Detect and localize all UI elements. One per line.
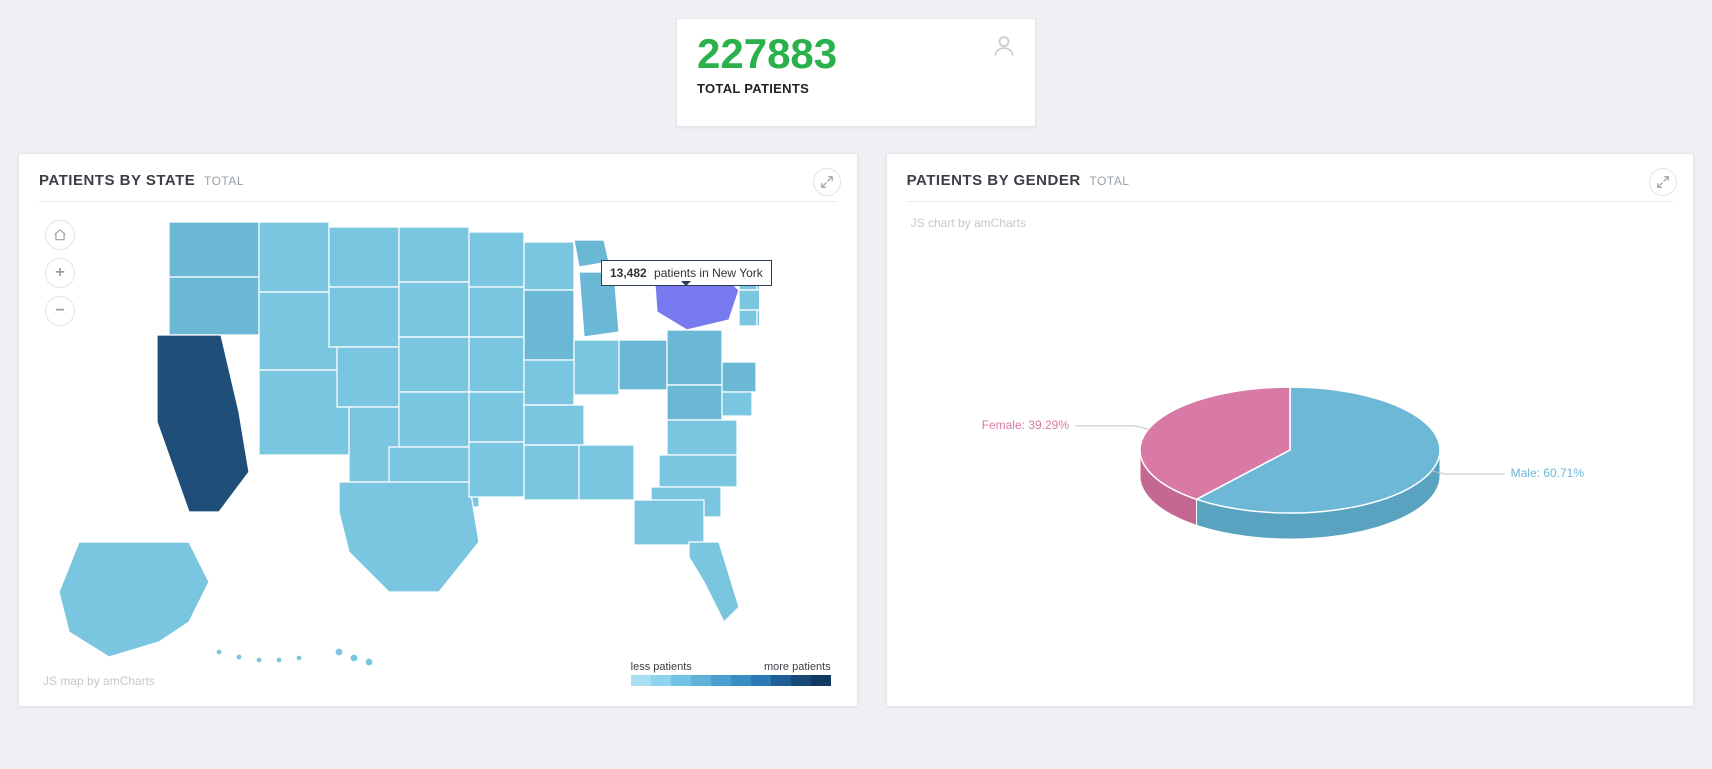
- legend-high-label: more patients: [764, 661, 831, 673]
- state-KY[interactable]: [524, 360, 574, 405]
- state-TX[interactable]: [339, 482, 479, 592]
- state-IL[interactable]: [524, 290, 574, 360]
- map-tooltip: 13,482 patients in New York: [601, 260, 772, 286]
- state-GA[interactable]: [634, 500, 704, 545]
- state-OR[interactable]: [169, 277, 259, 335]
- state-NV[interactable]: [259, 292, 337, 370]
- panel-subtitle: TOTAL: [204, 174, 244, 188]
- state-MS[interactable]: [524, 445, 579, 500]
- panel-subtitle: TOTAL: [1089, 174, 1129, 188]
- state-TN[interactable]: [524, 405, 584, 445]
- tooltip-count: 13,482: [610, 266, 647, 280]
- state-MO[interactable]: [469, 337, 524, 392]
- user-icon: [991, 33, 1017, 64]
- legend-low-label: less patients: [631, 661, 692, 673]
- pie-svg[interactable]: [1010, 331, 1570, 589]
- state-ID[interactable]: [259, 222, 329, 292]
- summary-value: 227883: [697, 33, 1015, 75]
- expand-button[interactable]: [813, 168, 841, 196]
- state-MN[interactable]: [469, 232, 524, 287]
- state-AK[interactable]: [59, 542, 209, 657]
- panel-title-text: PATIENTS BY STATE: [39, 172, 195, 189]
- tooltip-text: patients in New York: [654, 266, 763, 280]
- panel-title-text: PATIENTS BY GENDER: [907, 172, 1081, 189]
- state-WA[interactable]: [169, 222, 259, 277]
- patients-by-state-panel: PATIENTS BY STATE TOTAL + − 13,482: [18, 153, 858, 707]
- panel-title: PATIENTS BY STATE TOTAL: [39, 172, 837, 202]
- state-MD[interactable]: [722, 392, 752, 416]
- state-NJ[interactable]: [722, 362, 756, 392]
- state-MT[interactable]: [329, 227, 399, 287]
- state-NC[interactable]: [659, 455, 737, 487]
- state-AL[interactable]: [579, 445, 634, 500]
- state-PA[interactable]: [667, 330, 722, 385]
- state-VA[interactable]: [667, 420, 737, 455]
- state-WY[interactable]: [329, 287, 399, 347]
- chart-credit: JS chart by amCharts: [911, 216, 1026, 230]
- summary-label: TOTAL PATIENTS: [697, 81, 1015, 96]
- state-NE[interactable]: [399, 337, 469, 392]
- expand-button[interactable]: [1649, 168, 1677, 196]
- state-WI[interactable]: [524, 242, 574, 290]
- state-CA[interactable]: [157, 335, 249, 512]
- state-CT[interactable]: [739, 310, 757, 326]
- state-FL[interactable]: [689, 542, 739, 622]
- summary-card: 227883 TOTAL PATIENTS: [676, 18, 1036, 127]
- state-KS[interactable]: [399, 392, 469, 447]
- us-map[interactable]: + − 13,482 patients in New York JS map b…: [39, 212, 837, 692]
- map-legend: less patients more patients: [631, 661, 831, 686]
- gender-pie-chart[interactable]: JS chart by amCharts Male: 60.71% Female:…: [907, 212, 1673, 692]
- state-OH[interactable]: [619, 340, 667, 390]
- state-LA[interactable]: [469, 442, 524, 497]
- state-WV[interactable]: [667, 385, 722, 420]
- map-credit: JS map by amCharts: [43, 674, 155, 688]
- state-AR[interactable]: [469, 392, 524, 442]
- pie-label-male: Male: 60.71%: [1511, 466, 1584, 480]
- state-IA[interactable]: [469, 287, 524, 337]
- panel-title: PATIENTS BY GENDER TOTAL: [907, 172, 1673, 202]
- pie-label-female: Female: 39.29%: [982, 418, 1069, 432]
- state-AZ[interactable]: [259, 370, 349, 455]
- state-MA[interactable]: [739, 290, 759, 310]
- state-UT[interactable]: [337, 347, 407, 407]
- state-SD[interactable]: [399, 282, 469, 337]
- state-IN[interactable]: [574, 340, 619, 395]
- patients-by-gender-panel: PATIENTS BY GENDER TOTAL JS chart by amC…: [886, 153, 1694, 707]
- state-ND[interactable]: [399, 227, 469, 282]
- state-RI[interactable]: [757, 310, 759, 326]
